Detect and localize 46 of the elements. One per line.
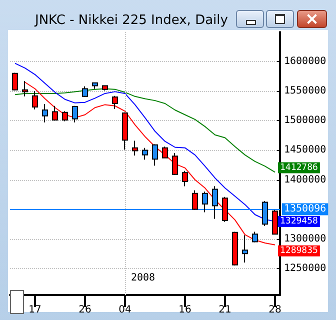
y-tick-label: 1400000: [284, 174, 326, 186]
data-label: 1289835: [280, 246, 318, 256]
ref-line-label: 2008: [130, 272, 156, 284]
candlestick: [72, 105, 78, 123]
y-tick-label: 1250000: [284, 262, 326, 274]
candlestick: [192, 190, 198, 210]
candlestick: [62, 110, 68, 122]
candlestick: [12, 72, 18, 92]
candlestick: [252, 231, 258, 243]
data-label: 1412786: [280, 162, 318, 173]
y-tick-label: 1300000: [284, 233, 326, 244]
candlestick: [42, 104, 48, 123]
data-label: 1329458: [280, 216, 318, 226]
x-tick-label: 04: [118, 304, 132, 316]
candlestick: [242, 234, 248, 263]
x-tick-label: 16: [178, 304, 192, 316]
candlestick: [212, 186, 218, 220]
candlestick: [262, 200, 268, 226]
candlestick: [232, 231, 238, 266]
candlestick: [122, 112, 128, 150]
candlestick: [82, 86, 88, 98]
candlestick: [162, 146, 168, 158]
y-tick-label: 1600000: [284, 56, 326, 68]
y-tick-label: 1500000: [284, 115, 326, 126]
candlestick: [152, 144, 158, 166]
candlestick: [132, 140, 138, 156]
y-tick-label: 1550000: [284, 86, 326, 97]
candlestick: [172, 152, 178, 176]
ref-line-label: 1350096: [284, 204, 326, 215]
y-tick-label: 1450000: [284, 144, 326, 156]
line-series: [24, 82, 276, 246]
candlestick: [52, 105, 58, 122]
line-series: [14, 88, 276, 173]
candlestick: [112, 95, 118, 110]
candlestick: [92, 82, 98, 90]
candlestick: [202, 191, 208, 213]
chart-title: JNKC - Nikkei 225 Index, Daily: [34, 13, 228, 28]
candlestick: [32, 90, 38, 110]
x-tick-label: 17: [28, 304, 42, 316]
candlestick: [102, 84, 108, 92]
x-tick-label: 26: [78, 304, 92, 316]
candlestick: [222, 196, 228, 222]
x-tick-label: 28: [268, 304, 282, 316]
candlestick: [182, 170, 188, 187]
x-tick-label: 21: [218, 304, 232, 316]
candlestick: [142, 147, 148, 160]
